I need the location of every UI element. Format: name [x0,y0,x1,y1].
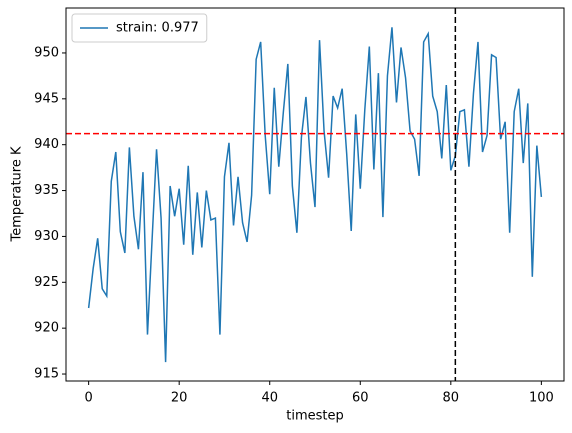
plot-frame [65,7,565,382]
y-tick-label: 935 [34,183,59,198]
y-tick-label: 920 [34,321,59,336]
x-tick-label: 80 [443,391,460,406]
y-tick-label: 940 [34,137,59,152]
y-axis-label: Temperature K [10,146,25,242]
x-tick-label: 100 [529,391,554,406]
x-tick-label: 60 [352,391,369,406]
y-tick-label: 915 [34,367,59,382]
data-line [87,27,543,363]
y-tick-label: 945 [34,91,59,106]
y-tick-label: 925 [34,275,59,290]
x-tick-label: 20 [171,391,188,406]
x-tick-label: 0 [84,391,92,406]
x-axis-label: timestep [286,409,344,424]
y-tick-label: 950 [34,45,59,60]
legend-label: strain: 0.977 [116,21,199,36]
legend-box [71,13,208,43]
y-tick-label: 930 [34,229,59,244]
x-tick-label: 40 [261,391,278,406]
